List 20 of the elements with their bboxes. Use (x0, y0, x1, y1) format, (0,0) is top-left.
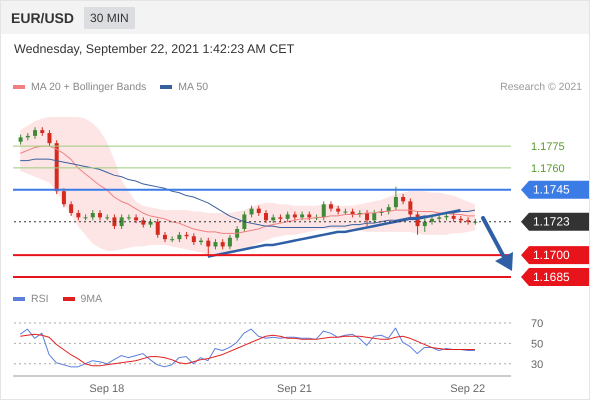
text: 1.1723 (533, 214, 570, 229)
text: 1.1775 (531, 141, 565, 154)
chart-title: EUR/USD (11, 10, 74, 26)
text: 1.1745 (533, 182, 570, 197)
y-tick-label: 50 (531, 338, 544, 350)
x-tick-label: Sep 22 (450, 382, 486, 395)
legend-label: MA 50 (177, 81, 208, 93)
legend-label: MA 20 + Bollinger Bands (30, 81, 146, 93)
chart-subtitle: Wednesday, September 22, 2021 1:42:23 AM CET (13, 41, 296, 58)
x-tick-label: Sep 21 (277, 382, 312, 395)
text: 1.1685 (533, 270, 570, 284)
text: 30 MIN (84, 6, 135, 28)
text: Research © 2021 (500, 81, 582, 93)
y-tick-label: 30 (531, 358, 544, 371)
x-tick-label: Sep 18 (89, 382, 124, 395)
text: 1.1760 (531, 162, 565, 175)
y-tick-label: 70 (531, 318, 544, 330)
text: 1.1700 (533, 248, 570, 262)
legend-label: 9MA (80, 293, 102, 305)
legend-label: RSI (30, 293, 49, 305)
